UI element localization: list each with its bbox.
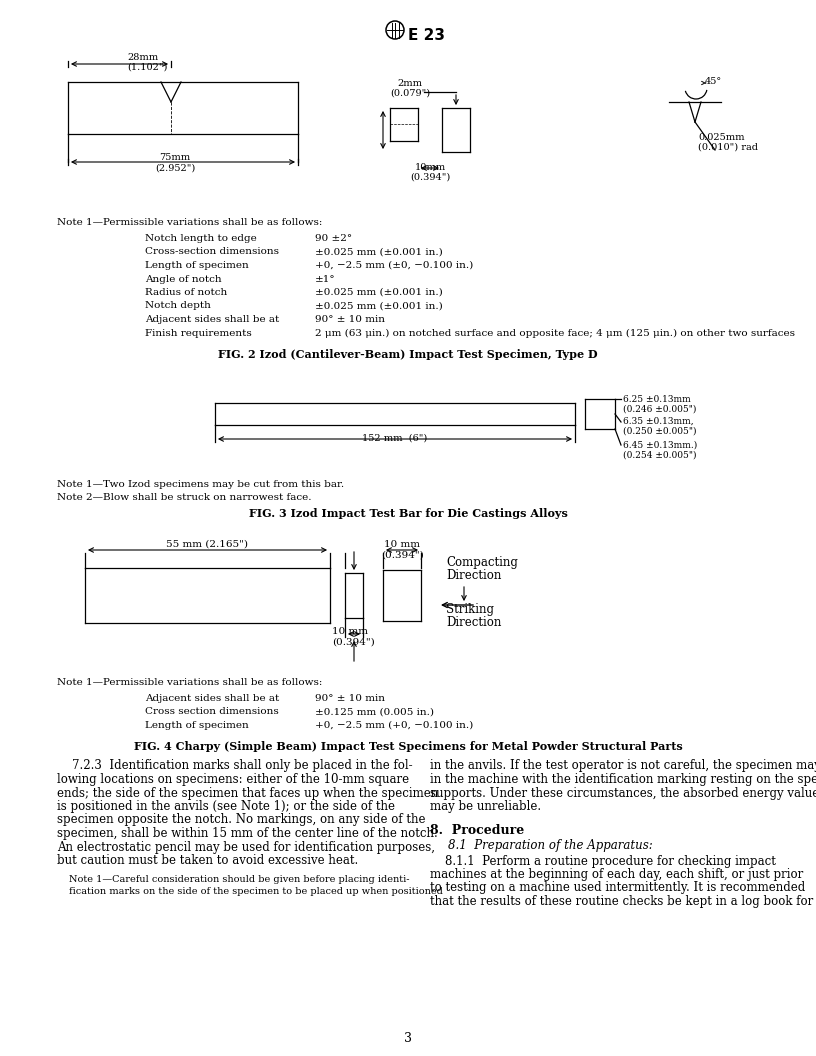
Text: 8.  Procedure: 8. Procedure [430,824,524,836]
Text: ±0.025 mm (±0.001 in.): ±0.025 mm (±0.001 in.) [315,288,443,297]
Text: 10 mm: 10 mm [384,540,420,549]
Text: (0.250 ±0.005"): (0.250 ±0.005") [623,427,697,436]
Text: Note 1—Permissible variations shall be as follows:: Note 1—Permissible variations shall be a… [57,678,322,687]
Text: Length of specimen: Length of specimen [145,721,249,730]
Text: Note 2—Blow shall be struck on narrowest face.: Note 2—Blow shall be struck on narrowest… [57,493,312,502]
Text: 90° ± 10 min: 90° ± 10 min [315,315,385,324]
Text: in the machine with the identification marking resting on the specimen: in the machine with the identification m… [430,773,816,786]
Text: 2 μm (63 μin.) on notched surface and opposite face; 4 μm (125 μin.) on other tw: 2 μm (63 μin.) on notched surface and op… [315,328,795,338]
Text: Finish requirements: Finish requirements [145,328,252,338]
Text: 90° ± 10 min: 90° ± 10 min [315,694,385,703]
Text: Notch length to edge: Notch length to edge [145,234,257,243]
Text: Direction: Direction [446,616,501,629]
Text: 10mm: 10mm [415,163,446,172]
Text: is positioned in the anvils (see Note 1); or the side of the: is positioned in the anvils (see Note 1)… [57,800,395,813]
Text: 2mm: 2mm [397,79,423,88]
Text: +0, −2.5 mm (±0, −0.100 in.): +0, −2.5 mm (±0, −0.100 in.) [315,261,473,270]
Text: machines at the beginning of each day, each shift, or just prior: machines at the beginning of each day, e… [430,868,803,881]
Text: (0.079"): (0.079") [390,89,430,98]
Text: that the results of these routine checks be kept in a log book for: that the results of these routine checks… [430,895,814,908]
Text: +0, −2.5 mm (+0, −0.100 in.): +0, −2.5 mm (+0, −0.100 in.) [315,721,473,730]
Text: (0.394"): (0.394") [332,638,375,647]
Text: ends; the side of the specimen that faces up when the specimen: ends; the side of the specimen that face… [57,787,438,799]
Text: may be unreliable.: may be unreliable. [430,800,541,813]
Text: 6.25 ±0.13mm: 6.25 ±0.13mm [623,395,691,404]
Text: Striking: Striking [446,603,494,616]
Text: (0.394"): (0.394") [380,551,424,560]
Text: ±0.025 mm (±0.001 in.): ±0.025 mm (±0.001 in.) [315,302,443,310]
Text: 7.2.3  Identification marks shall only be placed in the fol-: 7.2.3 Identification marks shall only be… [57,759,413,773]
Text: 3: 3 [404,1032,412,1045]
Text: in the anvils. If the test operator is not careful, the specimen may be placed: in the anvils. If the test operator is n… [430,759,816,773]
Text: 8.1.1  Perform a routine procedure for checking impact: 8.1.1 Perform a routine procedure for ch… [430,854,776,867]
Text: 152 mm  (6"): 152 mm (6") [362,434,428,444]
Text: Cross section dimensions: Cross section dimensions [145,708,279,717]
Text: Note 1—Careful consideration should be given before placing identi-: Note 1—Careful consideration should be g… [69,875,410,885]
Text: Direction: Direction [446,569,501,582]
Text: Note 1—Two Izod specimens may be cut from this bar.: Note 1—Two Izod specimens may be cut fro… [57,480,344,489]
Text: 75mm: 75mm [159,153,191,162]
Text: FIG. 3 Izod Impact Test Bar for Die Castings Alloys: FIG. 3 Izod Impact Test Bar for Die Cast… [249,508,567,518]
Text: 28mm: 28mm [127,53,158,62]
Text: (0.010") rad: (0.010") rad [698,143,758,151]
Text: specimen opposite the notch. No markings, on any side of the: specimen opposite the notch. No markings… [57,813,425,827]
Text: Notch depth: Notch depth [145,302,211,310]
Text: Adjacent sides shall be at: Adjacent sides shall be at [145,315,279,324]
Text: Compacting: Compacting [446,557,518,569]
Text: (1.102"): (1.102") [127,63,167,72]
Text: Adjacent sides shall be at: Adjacent sides shall be at [145,694,279,703]
Text: supports. Under these circumstances, the absorbed energy value obtained: supports. Under these circumstances, the… [430,787,816,799]
Text: Note 1—Permissible variations shall be as follows:: Note 1—Permissible variations shall be a… [57,218,322,227]
Text: 90 ±2°: 90 ±2° [315,234,353,243]
Text: (0.254 ±0.005"): (0.254 ±0.005") [623,451,697,460]
Text: An electrostatic pencil may be used for identification purposes,: An electrostatic pencil may be used for … [57,841,435,853]
Text: E 23: E 23 [408,27,445,42]
Text: 0.025mm: 0.025mm [698,132,744,142]
Text: specimen, shall be within 15 mm of the center line of the notch.: specimen, shall be within 15 mm of the c… [57,827,437,840]
Text: Radius of notch: Radius of notch [145,288,227,297]
Text: FIG. 4 Charpy (Simple Beam) Impact Test Specimens for Metal Powder Structural Pa: FIG. 4 Charpy (Simple Beam) Impact Test … [134,741,682,753]
Text: 10 mm: 10 mm [332,627,368,636]
Text: lowing locations on specimens: either of the 10-mm square: lowing locations on specimens: either of… [57,773,409,786]
Text: fication marks on the side of the specimen to be placed up when positioned: fication marks on the side of the specim… [69,887,443,897]
Text: 8.1  Preparation of the Apparatus:: 8.1 Preparation of the Apparatus: [448,840,653,852]
Text: 6.45 ±0.13mm.): 6.45 ±0.13mm.) [623,441,697,450]
Text: but caution must be taken to avoid excessive heat.: but caution must be taken to avoid exces… [57,854,358,867]
Text: Cross-section dimensions: Cross-section dimensions [145,247,279,257]
Text: Length of specimen: Length of specimen [145,261,249,270]
Text: ±1°: ±1° [315,275,335,283]
Text: Angle of notch: Angle of notch [145,275,222,283]
Text: ±0.125 mm (0.005 in.): ±0.125 mm (0.005 in.) [315,708,434,717]
Text: 45°: 45° [705,77,722,87]
Text: (2.952"): (2.952") [155,164,195,173]
Text: to testing on a machine used intermittently. It is recommended: to testing on a machine used intermitten… [430,882,805,894]
Text: 55 mm (2.165"): 55 mm (2.165") [166,540,248,549]
Text: (0.246 ±0.005"): (0.246 ±0.005") [623,406,696,414]
Text: FIG. 2 Izod (Cantilever-Beam) Impact Test Specimen, Type D: FIG. 2 Izod (Cantilever-Beam) Impact Tes… [218,348,598,360]
Text: ±0.025 mm (±0.001 in.): ±0.025 mm (±0.001 in.) [315,247,443,257]
Text: (0.394"): (0.394") [410,173,450,182]
Text: 6.35 ±0.13mm,: 6.35 ±0.13mm, [623,417,694,426]
